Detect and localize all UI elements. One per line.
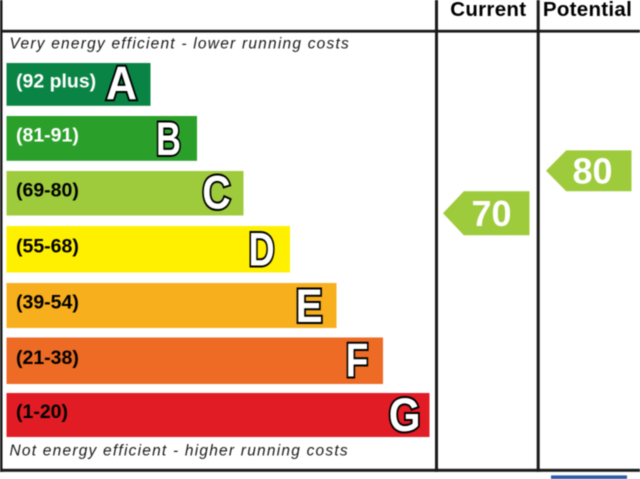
svg-text:Current: Current xyxy=(450,0,526,21)
svg-text:(92 plus): (92 plus) xyxy=(16,71,96,93)
svg-text:(81-91): (81-91) xyxy=(16,125,79,147)
svg-text:70: 70 xyxy=(471,193,511,234)
svg-text:D: D xyxy=(249,222,275,275)
svg-text:Not energy efficient - higher: Not energy efficient - higher running co… xyxy=(10,443,349,460)
svg-text:F: F xyxy=(346,333,369,386)
svg-text:(39-54): (39-54) xyxy=(16,292,79,314)
svg-text:C: C xyxy=(202,166,230,219)
svg-text:Potential: Potential xyxy=(543,0,632,21)
svg-text:(21-38): (21-38) xyxy=(16,347,79,369)
svg-text:80: 80 xyxy=(572,151,612,192)
svg-text:B: B xyxy=(156,112,181,165)
svg-text:(1-20): (1-20) xyxy=(16,401,68,423)
svg-text:(55-68): (55-68) xyxy=(16,235,79,257)
svg-text:(69-80): (69-80) xyxy=(16,179,79,201)
svg-text:E: E xyxy=(296,279,323,332)
svg-text:G: G xyxy=(389,388,421,441)
svg-text:Very energy efficient - lower: Very energy efficient - lower running co… xyxy=(10,36,351,53)
svg-text:A: A xyxy=(106,57,137,110)
